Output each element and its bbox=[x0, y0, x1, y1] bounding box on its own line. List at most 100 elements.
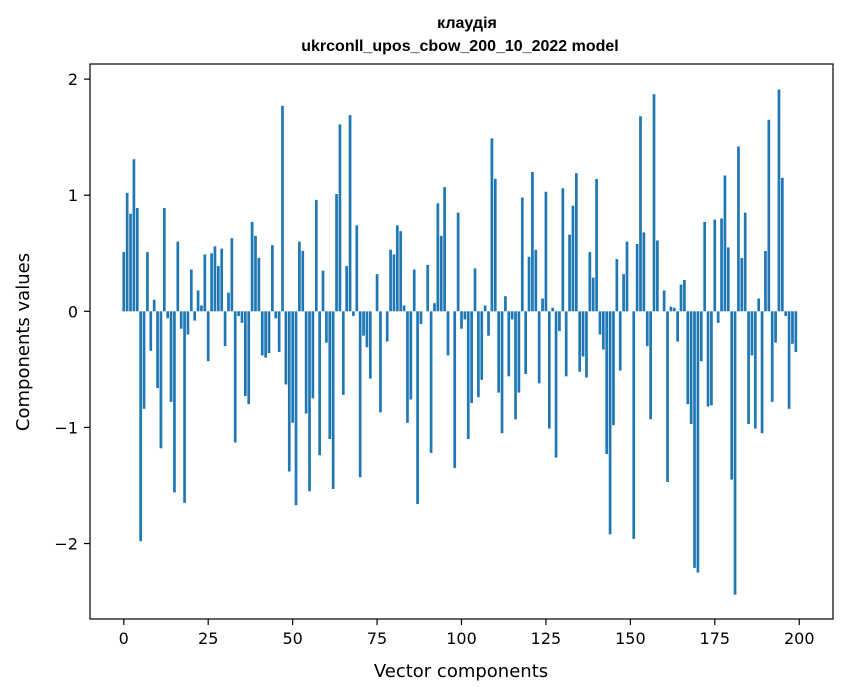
bar bbox=[439, 235, 443, 312]
bar bbox=[723, 175, 727, 312]
bar bbox=[473, 268, 477, 312]
bar bbox=[156, 311, 159, 388]
bar bbox=[524, 311, 528, 375]
bar bbox=[679, 284, 683, 312]
bar bbox=[352, 311, 355, 316]
bar bbox=[142, 311, 146, 409]
bar bbox=[662, 290, 666, 312]
bar bbox=[598, 311, 602, 335]
bar bbox=[689, 311, 693, 424]
x-tick-label: 200 bbox=[784, 629, 815, 648]
bar bbox=[166, 311, 170, 319]
bar bbox=[541, 298, 544, 312]
bar bbox=[206, 311, 210, 362]
bar bbox=[186, 311, 190, 335]
bar bbox=[578, 311, 582, 372]
bar bbox=[233, 311, 237, 443]
bar bbox=[338, 124, 342, 312]
bar bbox=[304, 311, 308, 414]
bar bbox=[757, 298, 761, 312]
bar bbox=[544, 191, 548, 312]
bar bbox=[554, 311, 558, 458]
bar bbox=[210, 253, 213, 312]
bar bbox=[595, 178, 598, 312]
bar bbox=[216, 266, 220, 312]
bar bbox=[466, 311, 470, 440]
bar bbox=[132, 159, 136, 312]
bar bbox=[169, 311, 173, 402]
bar bbox=[564, 311, 568, 377]
bar bbox=[784, 311, 788, 316]
bar bbox=[737, 146, 740, 312]
bar bbox=[493, 178, 497, 312]
bar bbox=[355, 225, 359, 312]
bar bbox=[362, 311, 365, 336]
bar bbox=[395, 225, 399, 312]
bar bbox=[247, 311, 251, 405]
bar bbox=[125, 192, 129, 312]
bar bbox=[642, 232, 646, 312]
bar bbox=[676, 311, 679, 342]
bar bbox=[203, 254, 207, 312]
bar bbox=[615, 259, 619, 312]
bar bbox=[213, 246, 217, 312]
bar bbox=[173, 311, 176, 493]
bar bbox=[669, 306, 673, 312]
bar bbox=[429, 311, 433, 453]
bar bbox=[672, 307, 676, 312]
bar bbox=[774, 311, 777, 343]
bar bbox=[571, 205, 575, 312]
bar bbox=[683, 279, 686, 312]
bar bbox=[652, 94, 656, 312]
bar bbox=[477, 311, 480, 398]
bar bbox=[409, 311, 413, 400]
bar bbox=[764, 250, 767, 312]
bar bbox=[443, 187, 446, 312]
bar bbox=[696, 311, 700, 573]
chart-subtitle: ukrconll_upos_cbow_200_10_2022 model bbox=[301, 38, 618, 55]
bar bbox=[365, 311, 369, 348]
y-tick-label: 1 bbox=[68, 186, 78, 205]
bar bbox=[733, 311, 737, 595]
bar bbox=[743, 212, 747, 312]
bar bbox=[726, 247, 730, 312]
bar bbox=[335, 194, 338, 312]
bar bbox=[433, 303, 436, 312]
bar bbox=[291, 311, 294, 423]
x-tick-label: 125 bbox=[531, 629, 562, 648]
bar bbox=[453, 311, 457, 469]
bar bbox=[558, 311, 561, 332]
bar bbox=[446, 311, 450, 356]
bar bbox=[223, 311, 227, 347]
bar bbox=[780, 177, 784, 312]
bar bbox=[176, 241, 180, 312]
x-tick-label: 150 bbox=[615, 629, 646, 648]
bar bbox=[122, 252, 126, 312]
bar bbox=[375, 274, 379, 312]
bar bbox=[500, 311, 504, 434]
bar bbox=[244, 311, 247, 397]
bar bbox=[277, 311, 281, 352]
bar bbox=[507, 311, 511, 377]
bar bbox=[281, 105, 284, 312]
bar bbox=[561, 188, 565, 312]
bar bbox=[490, 138, 494, 312]
x-tick-label: 25 bbox=[198, 629, 218, 648]
bar bbox=[321, 270, 325, 312]
bar bbox=[483, 305, 487, 312]
bar bbox=[635, 243, 639, 312]
bar bbox=[706, 311, 710, 407]
bar bbox=[389, 249, 392, 312]
bar bbox=[189, 269, 193, 312]
bar bbox=[487, 311, 490, 336]
bar bbox=[328, 311, 332, 440]
y-tick-label: 2 bbox=[68, 70, 78, 89]
bar bbox=[419, 311, 423, 325]
bar bbox=[618, 311, 622, 371]
bar bbox=[740, 257, 744, 312]
bar bbox=[601, 311, 605, 350]
bar bbox=[730, 311, 734, 480]
bar bbox=[412, 269, 416, 312]
bar bbox=[770, 311, 774, 402]
